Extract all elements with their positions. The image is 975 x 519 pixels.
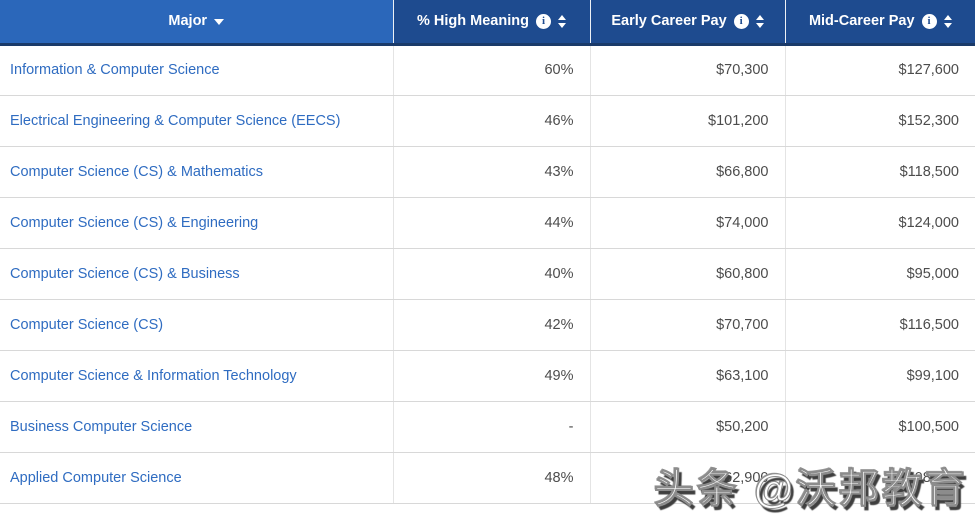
high-meaning-cell: 43% <box>392 146 590 198</box>
major-cell: Information & Computer Science <box>0 44 393 96</box>
table-row: Business Computer Science - $50,200 $100… <box>0 401 975 453</box>
mid-pay-cell: $127,600 <box>784 44 975 96</box>
early-pay-cell: $70,700 <box>589 299 785 351</box>
column-label-mid-career-pay: Mid-Career Pay <box>808 13 915 30</box>
column-header-major[interactable]: Major <box>0 0 393 46</box>
column-label-major: Major <box>168 13 208 30</box>
high-meaning-cell: 46% <box>392 95 590 147</box>
major-link[interactable]: Computer Science (CS) & Mathematics <box>10 163 264 180</box>
column-label-early-career-pay: Early Career Pay <box>611 13 727 30</box>
mid-pay-cell: $152,300 <box>784 95 975 147</box>
table-row: Computer Science & Information Technolog… <box>0 350 975 402</box>
table-row: Computer Science (CS) 42% $70,700 $116,5… <box>0 299 975 351</box>
major-link[interactable]: Information & Computer Science <box>10 62 220 78</box>
major-link[interactable]: Electrical Engineering & Computer Scienc… <box>10 112 341 129</box>
major-cell: Computer Science (CS) & Mathematics <box>0 146 393 198</box>
high-meaning-cell: 44% <box>392 197 590 249</box>
table-row: Computer Science (CS) & Engineering 44% … <box>0 197 975 249</box>
major-cell: Electrical Engineering & Computer Scienc… <box>0 95 393 147</box>
high-meaning-cell: - <box>392 401 590 453</box>
high-meaning-cell: 60% <box>392 44 590 96</box>
early-pay-cell: $101,200 <box>589 95 785 147</box>
major-cell: Applied Computer Science <box>0 452 393 504</box>
table-row: Electrical Engineering & Computer Scienc… <box>0 95 975 147</box>
column-header-high-meaning[interactable]: % High Meaning i <box>392 0 590 46</box>
sort-toggle-icon[interactable] <box>943 14 952 28</box>
high-meaning-cell: 49% <box>392 350 590 402</box>
mid-pay-cell: $118,500 <box>784 146 975 198</box>
mid-pay-cell: $99,100 <box>784 350 975 402</box>
major-link[interactable]: Computer Science (CS) & Engineering <box>10 214 259 231</box>
early-pay-cell: $50,200 <box>589 401 785 453</box>
mid-pay-cell: $108,400 <box>784 452 975 504</box>
major-cell: Computer Science & Information Technolog… <box>0 350 393 402</box>
table-header-row: Major % High Meaning i Early Career Pay … <box>0 0 975 46</box>
early-pay-cell: $70,300 <box>589 44 785 96</box>
early-pay-cell: $63,100 <box>589 350 785 402</box>
column-label-high-meaning: % High Meaning <box>417 13 529 30</box>
major-cell: Computer Science (CS) & Engineering <box>0 197 393 249</box>
majors-salary-table: Major % High Meaning i Early Career Pay … <box>0 0 975 504</box>
table-row: Computer Science (CS) & Business 40% $60… <box>0 248 975 300</box>
major-link[interactable]: Computer Science (CS) <box>10 316 164 333</box>
info-icon[interactable]: i <box>921 13 937 29</box>
mid-pay-cell: $124,000 <box>784 197 975 249</box>
early-pay-cell: $60,800 <box>589 248 785 300</box>
mid-pay-cell: $100,500 <box>784 401 975 453</box>
major-cell: Business Computer Science <box>0 401 393 453</box>
sort-toggle-icon[interactable] <box>557 14 566 28</box>
info-icon[interactable]: i <box>733 13 749 29</box>
major-link[interactable]: Applied Computer Science <box>10 469 182 486</box>
sort-toggle-icon[interactable] <box>755 14 764 28</box>
high-meaning-cell: 40% <box>392 248 590 300</box>
early-pay-cell: $66,800 <box>589 146 785 198</box>
table-row: Applied Computer Science 48% $62,900 $10… <box>0 452 975 504</box>
info-icon[interactable]: i <box>535 13 551 29</box>
mid-pay-cell: $116,500 <box>784 299 975 351</box>
major-link[interactable]: Business Computer Science <box>10 418 193 435</box>
early-pay-cell: $74,000 <box>589 197 785 249</box>
major-cell: Computer Science (CS) <box>0 299 393 351</box>
mid-pay-cell: $95,000 <box>784 248 975 300</box>
major-cell: Computer Science (CS) & Business <box>0 248 393 300</box>
table-row: Computer Science (CS) & Mathematics 43% … <box>0 146 975 198</box>
column-header-early-career-pay[interactable]: Early Career Pay i <box>589 0 785 46</box>
major-link[interactable]: Computer Science (CS) & Business <box>10 265 240 282</box>
column-header-mid-career-pay[interactable]: Mid-Career Pay i <box>784 0 975 46</box>
sort-desc-icon <box>214 19 225 26</box>
high-meaning-cell: 42% <box>392 299 590 351</box>
early-pay-cell: $62,900 <box>589 452 785 504</box>
major-link[interactable]: Computer Science & Information Technolog… <box>10 367 297 384</box>
high-meaning-cell: 48% <box>392 452 590 504</box>
table-row: Information & Computer Science 60% $70,3… <box>0 44 975 96</box>
